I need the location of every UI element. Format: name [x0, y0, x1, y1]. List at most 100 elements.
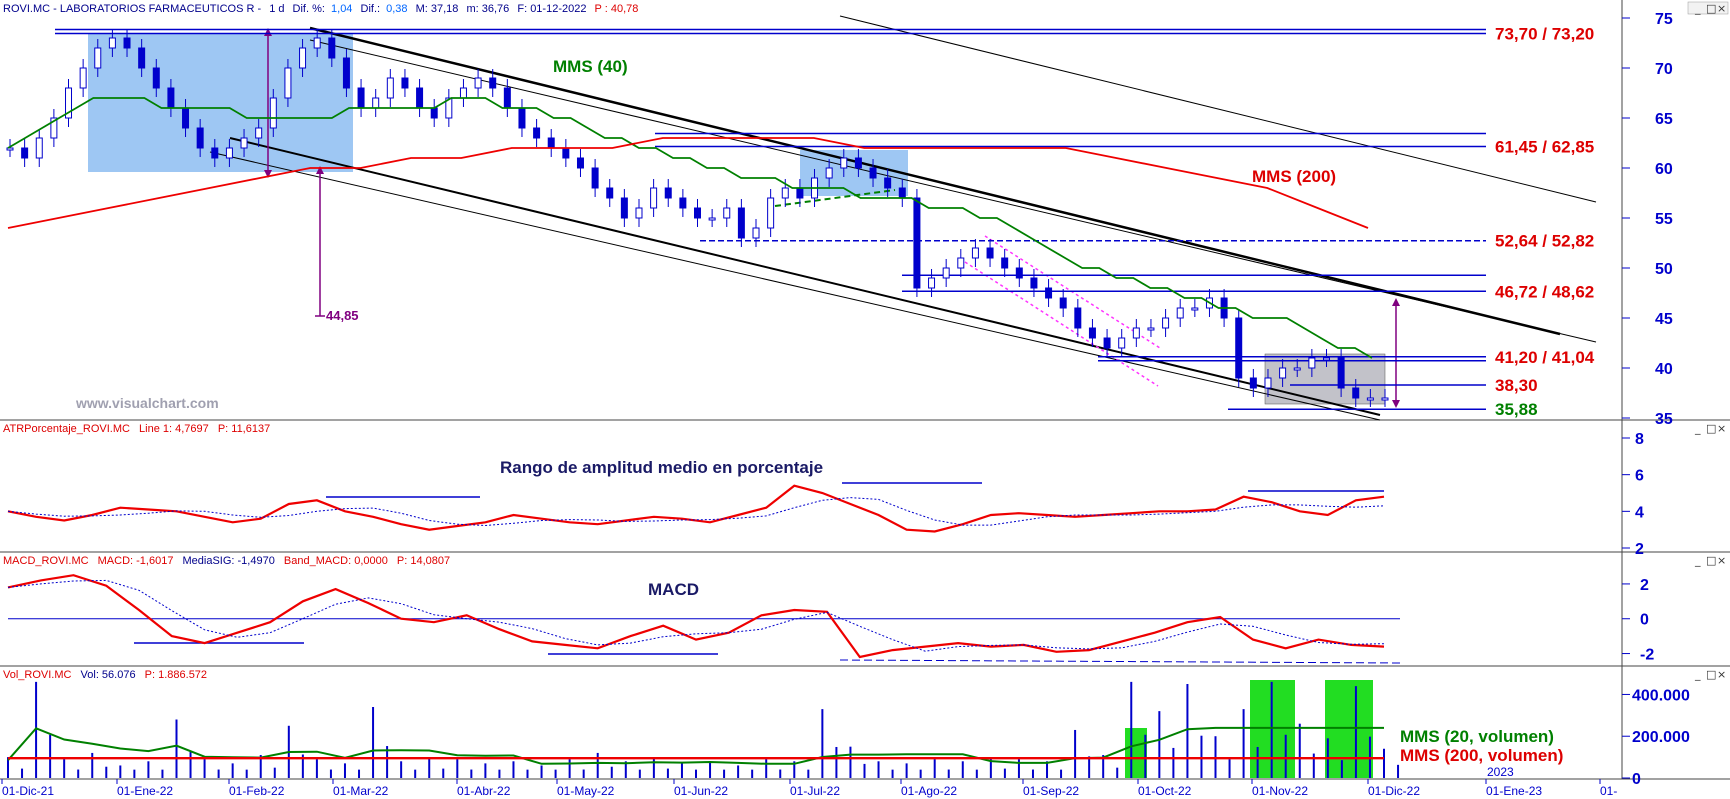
candle-body — [79, 67, 87, 89]
candle-body — [635, 207, 643, 219]
mms40-label: MMS (40) — [553, 57, 628, 76]
y-tick-label: 0 — [1640, 612, 1649, 629]
y-tick-label: 65 — [1655, 111, 1673, 128]
candle-body — [781, 187, 789, 199]
close-icon[interactable]: × — [1717, 2, 1726, 15]
candle-body — [1293, 367, 1301, 371]
volume-highlight-2 — [1325, 680, 1373, 778]
mms200-line — [7, 137, 1369, 229]
consolidation-box-1 — [88, 34, 353, 172]
candle-body — [971, 247, 979, 259]
candle-body — [957, 257, 965, 269]
volume-panel-buttons[interactable]: _ □ × — [1694, 668, 1726, 681]
y-tick-label: 55 — [1655, 211, 1673, 228]
maximize-icon[interactable]: □ — [1706, 2, 1716, 15]
maximize-icon[interactable]: □ — [1706, 554, 1716, 567]
atr-header: ATRPorcentaje_ROVI.MC Line 1: 4,7697 P: … — [3, 423, 270, 435]
level-label: 46,72 / 48,62 — [1495, 282, 1594, 301]
candle-body — [1103, 337, 1111, 349]
x-tick-label: 01-Feb-22 — [229, 784, 285, 798]
candle-body — [1279, 367, 1287, 379]
level-label: 61,45 / 62,85 — [1495, 138, 1594, 157]
candle-body — [591, 167, 599, 189]
maximize-icon[interactable]: □ — [1706, 422, 1716, 435]
x-tick-label: 01-Dic-22 — [1368, 784, 1420, 798]
candle-body — [372, 97, 380, 109]
y-tick-label: 8 — [1635, 431, 1644, 448]
candle-body — [1030, 277, 1038, 289]
channel-far-line — [839, 15, 1597, 203]
candle-body — [1059, 297, 1067, 309]
x-tick-label: 01-Sep-22 — [1023, 784, 1079, 798]
macd-title: MACD — [648, 580, 699, 599]
x-tick-label: 01-Jun-22 — [674, 784, 728, 798]
candle-body — [694, 207, 701, 219]
maximize-icon[interactable]: □ — [1706, 668, 1716, 681]
x-axis: 01-Dic-21 01-Ene-22 01-Feb-22 01-Mar-22 01-A… — [1, 765, 1617, 798]
candle-body — [21, 147, 29, 159]
volume-header: Vol_ROVI.MC Vol: 56.076 P: 1.886.572 — [3, 669, 207, 681]
close-icon[interactable]: × — [1717, 422, 1726, 435]
price-panel-buttons[interactable]: _ □ × — [1687, 1, 1729, 15]
macd-panel-buttons[interactable]: _ □ × — [1694, 554, 1726, 567]
candle-body — [1352, 387, 1360, 399]
channel-lower-inner-line — [209, 151, 1381, 421]
candle-body — [1162, 317, 1170, 329]
candle-body — [1264, 377, 1272, 389]
candle-body — [796, 187, 804, 199]
candle-body — [679, 197, 687, 209]
close-icon[interactable]: × — [1717, 668, 1726, 681]
volume-bars — [7, 681, 1400, 778]
minimize-icon[interactable]: _ — [1694, 554, 1701, 567]
level-label: 35,88 — [1495, 400, 1538, 419]
y-tick-label: 40 — [1655, 361, 1673, 378]
y-tick-label: 70 — [1655, 61, 1673, 78]
candle-body — [752, 227, 760, 239]
atr-line — [7, 484, 1385, 533]
close-icon[interactable]: × — [1717, 554, 1726, 567]
y-tick-label: 6 — [1635, 468, 1644, 485]
candle-body — [342, 57, 350, 89]
candle-body — [576, 157, 584, 169]
candle-body — [6, 147, 14, 151]
candle-body — [708, 217, 716, 221]
mms40-line — [7, 97, 1373, 359]
candle-body — [1045, 287, 1053, 299]
atr-drawings — [326, 482, 1384, 498]
x-tick-label: 01-Oct-22 — [1138, 784, 1192, 798]
y-tick-label: 35 — [1655, 411, 1673, 428]
candle-body — [1337, 357, 1345, 389]
minimize-icon[interactable]: _ — [1694, 2, 1701, 15]
price-y-axis: 35 40 45 50 55 60 65 70 75 — [1622, 11, 1673, 428]
candle-body — [123, 37, 131, 49]
candle-body — [898, 187, 906, 199]
x-tick-label: 01-Mar-22 — [333, 784, 389, 798]
atr-panel-buttons[interactable]: _ □ × — [1694, 422, 1726, 435]
minimize-icon[interactable]: _ — [1694, 668, 1701, 681]
macd-y-axis: -2 0 2 — [8, 577, 1654, 664]
macd-signal-line — [7, 579, 1385, 652]
mms200-label: MMS (200) — [1252, 167, 1336, 186]
y-tick-label: 45 — [1655, 311, 1673, 328]
minimize-icon[interactable]: _ — [1694, 422, 1701, 435]
candle-body — [825, 167, 833, 179]
magenta-channel-lower — [964, 261, 1159, 387]
y-tick-label: 4 — [1635, 504, 1644, 521]
level-label: 38,30 — [1495, 376, 1538, 395]
candle-body — [1132, 327, 1140, 339]
candle-body — [737, 207, 745, 239]
x-tick-label: 01-Nov-22 — [1252, 784, 1308, 798]
x-tick-label: 01-May-22 — [557, 784, 615, 798]
candle-body — [1001, 257, 1009, 269]
price-header-symbol: ROVI.MC - LABORATORIOS FARMACEUTICOS R - — [3, 3, 261, 15]
x-tick-label: 01- — [1600, 784, 1617, 798]
candle-body — [620, 197, 628, 219]
candle-body — [35, 137, 43, 159]
candle-body — [562, 147, 570, 159]
atr-main-line — [7, 484, 1385, 533]
price-levels: 73,70 / 73,20 61,45 / 62,85 52,64 / 52,82 4… — [55, 25, 1595, 419]
candle-body — [664, 187, 672, 199]
level-label: 73,70 / 73,20 — [1495, 25, 1594, 44]
macd-header: MACD_ROVI.MC MACD: -1,6017 MediaSIG: -1,… — [3, 555, 450, 567]
